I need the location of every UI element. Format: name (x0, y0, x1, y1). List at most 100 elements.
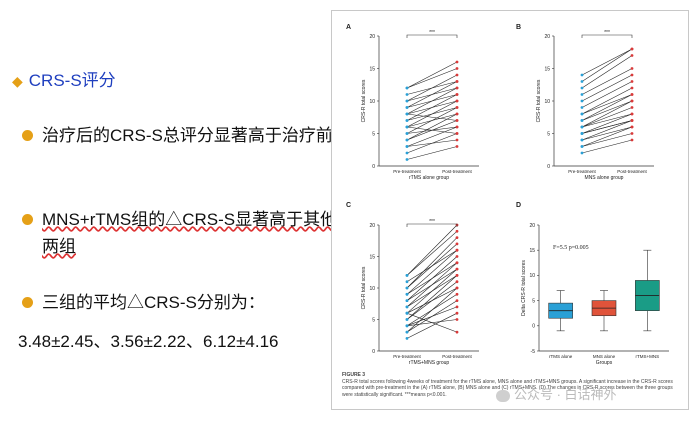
panel-b-pre-point (580, 112, 584, 116)
section-heading: ◆ CRS-S评分 (12, 71, 116, 90)
panel-b-ytick-label: 0 (547, 164, 550, 170)
panel-a-ytick-label: 20 (369, 34, 375, 40)
bullet-dot-icon (22, 130, 33, 141)
panel-b-ylabel: CRS-R total scores (536, 79, 542, 122)
panel-a-pre-point (405, 145, 409, 148)
bullet-dot-icon (22, 297, 33, 308)
panel-b-post-point (630, 138, 634, 142)
panel-c-xlabel: rTMS+MNS group (409, 360, 450, 366)
panel-c-subject-line (406, 224, 458, 276)
panel-b-post-point (630, 125, 634, 129)
panel-c-post-point (455, 330, 459, 334)
panel-c-pre-point (405, 330, 409, 334)
panel-c-subject-line (406, 249, 458, 295)
panel-a-post-point (455, 60, 459, 64)
panel-a-ytick-label: 10 (369, 99, 375, 105)
panel-c-subject-line (406, 268, 458, 301)
panel-b-pre-point (580, 73, 584, 77)
panel-c-subject-line (406, 294, 458, 327)
panel-c-post-point (455, 318, 459, 321)
panel-c-pre-point (405, 337, 409, 340)
panel-b-subject-line (581, 107, 633, 128)
panel-c-post-point (455, 267, 459, 271)
panel-a-pre-point (405, 138, 409, 142)
panel-b-post-point (630, 54, 634, 57)
panel-a-subject-line (406, 87, 458, 102)
panel-a-xlabel: rTMS alone group (409, 175, 449, 181)
panel-b-subject-line (581, 94, 633, 115)
panel-c-subject-line (406, 262, 458, 295)
panel-b-subject-line (581, 48, 633, 76)
panel-c-post-point (455, 305, 459, 309)
panel-a-pre-point (405, 119, 409, 122)
panel-b-subject-line (581, 48, 633, 82)
panel-a-pre-point (405, 112, 409, 116)
panel-a-post-point (455, 67, 459, 70)
panel-a-pre-point (405, 125, 409, 129)
panel-b-subject-line (581, 100, 633, 121)
panel-b-subject-line (581, 126, 633, 147)
panel-a-ytick-label: 5 (372, 131, 375, 137)
panel-b-label: B (516, 24, 521, 31)
panel-c-significance-label: *** (429, 219, 435, 225)
bullet-dot-icon (22, 214, 33, 225)
panel-a-subject-line (406, 113, 458, 128)
panel-b-significance-label: *** (604, 30, 610, 36)
panel-d-ytick-label: 0 (532, 324, 535, 330)
panel-d-ytick-label: 10 (529, 273, 535, 279)
panel-b-ytick-label: 20 (544, 34, 550, 40)
panel-a-post-point (455, 93, 459, 96)
panel-a-post-point (455, 119, 459, 122)
panel-a-subject-line (406, 139, 458, 147)
panel-a-post-point (455, 138, 459, 142)
panel-b-pre-point (580, 86, 584, 90)
panel-a-xtick-label: Pre-treatment (393, 169, 421, 174)
panel-c-post-point (455, 299, 459, 302)
panel-c-pre-point (405, 311, 409, 315)
panel-b-post-point (630, 80, 634, 83)
panel-c-ytick-label: 20 (369, 223, 375, 229)
panel-a-post-point (455, 86, 459, 90)
panel-c-ytick-label: 10 (369, 286, 375, 292)
panel-b-xtick-label: Pre-treatment (568, 169, 596, 174)
panel-c-label: C (346, 202, 351, 209)
panel-c-pre-point (405, 324, 409, 328)
panel-b-pre-point (580, 125, 584, 129)
panel-c-pre-point (405, 286, 409, 290)
panel-a-label: A (346, 24, 351, 31)
panel-b-subject-line (581, 133, 633, 147)
panel-d-label: D (516, 202, 521, 209)
panel-b-post-point (630, 73, 634, 77)
panel-a-ytick-label: 15 (369, 66, 375, 72)
panel-d-xtick-label: rTMS alone (549, 354, 573, 359)
panel-a-ylabel: CRS-R total scores (361, 79, 367, 122)
panel-a-pre-point (405, 93, 409, 96)
panel-a-subject-line (406, 113, 458, 141)
panel-d-xtick-label: MNS alone (593, 354, 616, 359)
panel-c-subject-line (406, 306, 458, 327)
panel-b-post-point (630, 132, 634, 135)
panel-b-pre-point (580, 80, 584, 83)
panel-a-post-point (455, 80, 459, 83)
panel-a-post-point (455, 132, 459, 135)
panel-b-post-point (630, 99, 634, 103)
panel-b-pre-point (580, 93, 584, 96)
panel-b-pre-point (580, 119, 584, 122)
panel-a-post-point (455, 99, 459, 103)
panel-b-ytick-label: 10 (544, 99, 550, 105)
panel-c-xtick-label: Post-treatment (442, 354, 472, 359)
panel-b-pre-point (580, 138, 584, 142)
panel-c-post-point (455, 229, 459, 233)
panel-b-xlabel: MNS alone group (585, 175, 624, 181)
panel-a-pre-point (405, 99, 409, 103)
panel-b-subject-line (581, 120, 633, 141)
panel-a-pre-point (405, 86, 409, 90)
panel-b-post-point (630, 119, 634, 122)
panel-d-ytick-label: -5 (531, 349, 536, 355)
slide-text: ◆ CRS-S评分 治疗后的CRS-S总评分显著高于治疗前 MNS+rTMS组的△… (0, 0, 337, 421)
panel-c-xtick-label: Pre-treatment (393, 354, 421, 359)
panel-c-pre-point (405, 274, 409, 277)
panel-d-ytick-label: 20 (529, 223, 535, 229)
panel-b-subject-line (581, 87, 633, 115)
panel-b-subject-line (581, 55, 633, 89)
